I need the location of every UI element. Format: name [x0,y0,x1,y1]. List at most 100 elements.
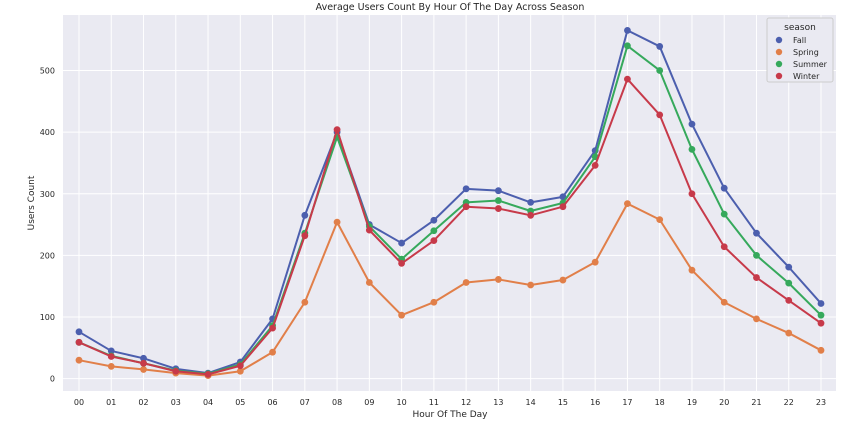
series-line-winter [78,78,822,376]
x-tick-label: 20 [719,398,729,407]
x-tick-label: 12 [461,398,471,407]
x-tick-label: 23 [816,398,826,407]
y-axis-label: Users Count [27,175,37,230]
x-tick-labels: 00 01 02 03 04 05 06 07 08 09 10 11 12 13 14 15 16 17 18 19… [74,398,826,407]
x-tick-label: 15 [558,398,568,407]
series-group [75,27,825,379]
data-point-fall [75,328,83,336]
legend-box [766,17,834,83]
data-point-winter [107,353,115,360]
legend-label: Summer [793,60,828,69]
x-tick-label: 17 [622,398,632,407]
data-point-summer [785,279,793,287]
data-point-winter [785,296,793,304]
data-point-fall [430,216,438,224]
data-point-spring [333,218,341,226]
data-point-spring [688,266,696,274]
data-point-spring [494,276,502,283]
data-point-spring [107,362,115,370]
data-point-fall [753,229,760,237]
x-tick-label: 01 [106,398,116,407]
data-point-spring [720,298,728,306]
x-tick-label: 14 [526,398,536,407]
data-point-spring [398,311,406,319]
data-point-spring [559,276,567,284]
data-point-fall [817,300,825,307]
data-point-winter [204,370,212,378]
data-point-fall [398,239,406,247]
legend-marker [775,36,783,44]
y-tick-label: 0 [50,375,55,384]
x-tick-label: 19 [687,398,697,407]
data-point-winter [462,203,470,211]
data-point-fall [462,185,470,193]
x-axis-label: Hour Of The Day [412,410,488,420]
data-point-winter [172,367,180,375]
x-tick-label: 04 [203,398,213,407]
data-point-fall [140,354,147,362]
y-tick-label: 400 [40,128,55,137]
data-point-winter [527,211,535,219]
data-point-fall [688,120,696,128]
data-point-spring [462,279,470,286]
x-tick-label: 02 [138,398,148,407]
x-tick-label: 16 [590,398,600,407]
data-point-winter [269,324,276,332]
data-point-summer [494,197,502,204]
data-point-winter [398,260,406,267]
data-point-winter [591,162,599,169]
data-point-winter [753,274,760,281]
x-tick-label: 21 [751,398,761,407]
data-point-spring [236,367,244,375]
data-point-summer [656,67,664,74]
data-point-spring [624,200,631,208]
data-point-summer [753,251,760,259]
data-point-spring [269,348,276,356]
data-point-winter [817,319,825,327]
data-point-fall [107,347,115,355]
data-point-winter [430,237,438,245]
x-tick-label: 07 [300,398,310,407]
x-tick-label: 10 [397,398,407,407]
x-tick-label: 11 [429,398,439,407]
x-tick-label: 08 [332,398,342,407]
x-tick-label: 22 [784,398,794,407]
data-point-winter [236,362,244,370]
data-point-winter [140,359,147,367]
data-point-spring [301,298,309,306]
data-point-fall [624,27,631,34]
legend: season Fall Spring Summer Winter [766,17,834,83]
data-point-winter [494,205,502,212]
legend-marker [775,48,783,56]
legend-marker [775,72,783,80]
chart-title: Average Users Count By Hour Of The Day A… [316,2,585,13]
data-point-spring [527,281,535,289]
data-point-spring [140,366,147,373]
series-line-spring [78,202,822,377]
data-point-winter [688,190,696,198]
x-tick-label: 13 [493,398,503,407]
data-point-fall [301,211,309,219]
x-tick-label: 09 [364,398,374,407]
data-point-winter [75,338,83,346]
grid [63,15,836,391]
data-point-summer [817,311,825,319]
y-tick-label: 200 [40,251,55,260]
legend-marker [775,60,783,68]
data-point-winter [301,232,309,240]
legend-label: Spring [793,48,819,57]
data-point-fall [527,198,535,206]
data-point-summer [688,145,696,153]
data-point-fall [494,187,502,195]
data-point-winter [656,111,664,119]
legend-label: Winter [793,72,820,81]
y-tick-labels: 0 100 200 300 400 500 [40,66,55,383]
data-point-spring [817,346,825,354]
data-point-fall [656,43,664,50]
data-point-spring [365,279,373,286]
y-tick-label: 100 [40,313,55,322]
data-point-summer [720,210,728,218]
x-tick-label: 05 [235,398,245,407]
data-point-winter [559,203,567,211]
